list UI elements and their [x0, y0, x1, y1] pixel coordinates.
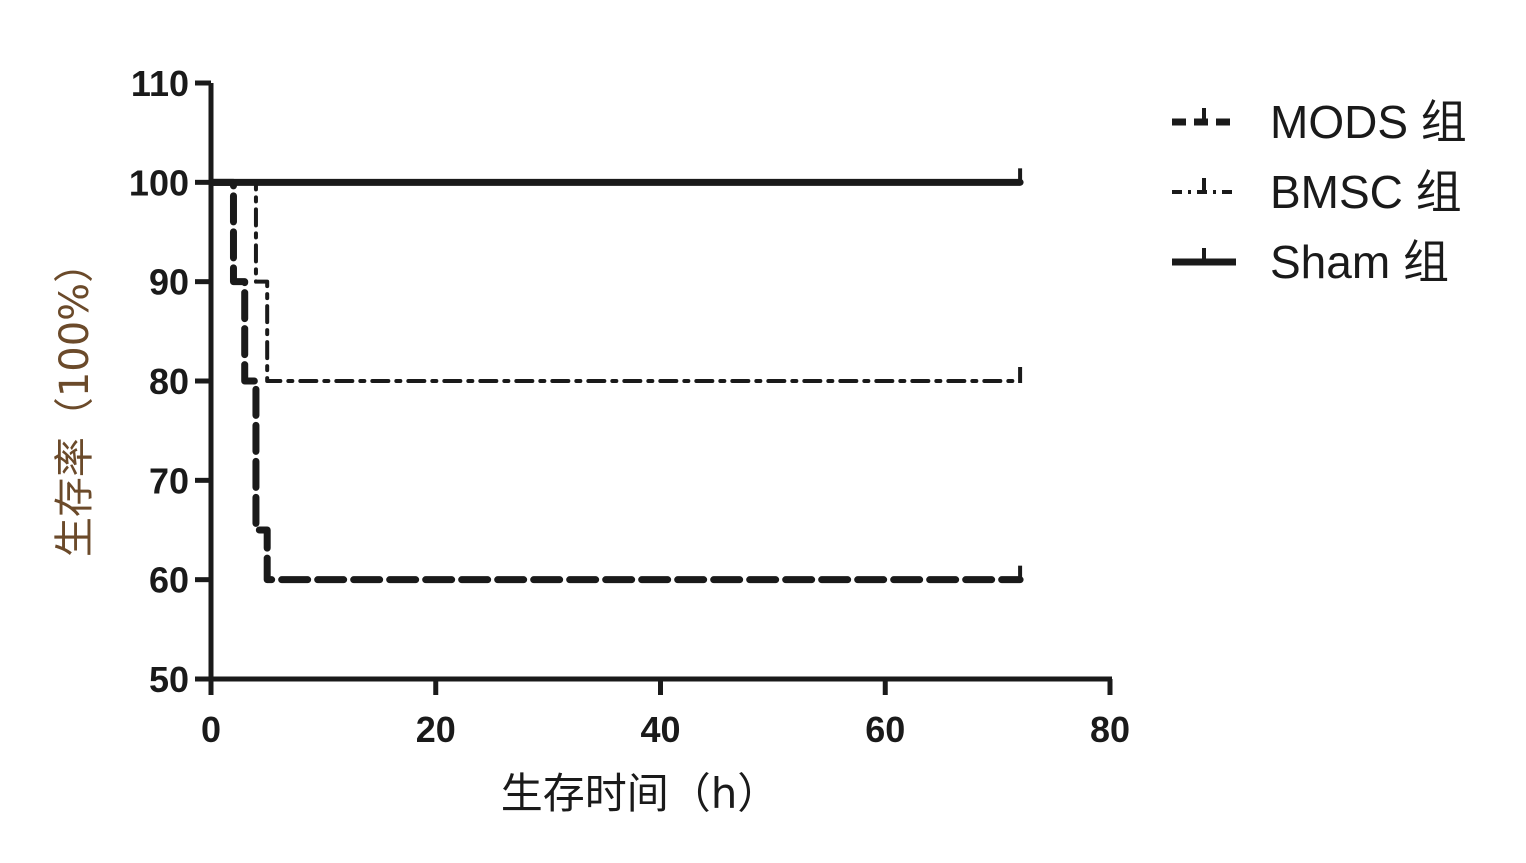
y-tick-label: 50 — [149, 659, 189, 700]
y-tick-label: 80 — [149, 361, 189, 402]
y-tick-label: 90 — [149, 262, 189, 303]
x-tick-label: 0 — [201, 709, 221, 750]
legend-label: BMSC 组 — [1270, 166, 1462, 218]
series-line-1 — [209, 180, 1023, 383]
axes: 50 60 70 80 90 100 110 0 20 40 60 80 — [129, 63, 1130, 750]
y-tick-label: 110 — [131, 63, 189, 104]
x-tick-label: 20 — [416, 709, 456, 750]
x-tick-label: 60 — [865, 709, 905, 750]
y-tick-label: 70 — [149, 460, 189, 501]
y-tick-label: 100 — [129, 162, 189, 203]
x-tick-label: 40 — [640, 709, 680, 750]
legend: MODS 组 BMSC 组 Sham 组 — [1172, 96, 1467, 288]
x-axis-label: 生存时间（h） — [501, 769, 780, 818]
y-axis-label: 生存率（100%） — [52, 243, 98, 557]
y-tick-label: 60 — [149, 560, 189, 601]
legend-label: Sham 组 — [1270, 236, 1449, 288]
series-group — [207, 168, 1024, 584]
series-line-0 — [207, 178, 1024, 584]
legend-label: MODS 组 — [1270, 96, 1467, 148]
x-tick-label: 80 — [1090, 709, 1130, 750]
